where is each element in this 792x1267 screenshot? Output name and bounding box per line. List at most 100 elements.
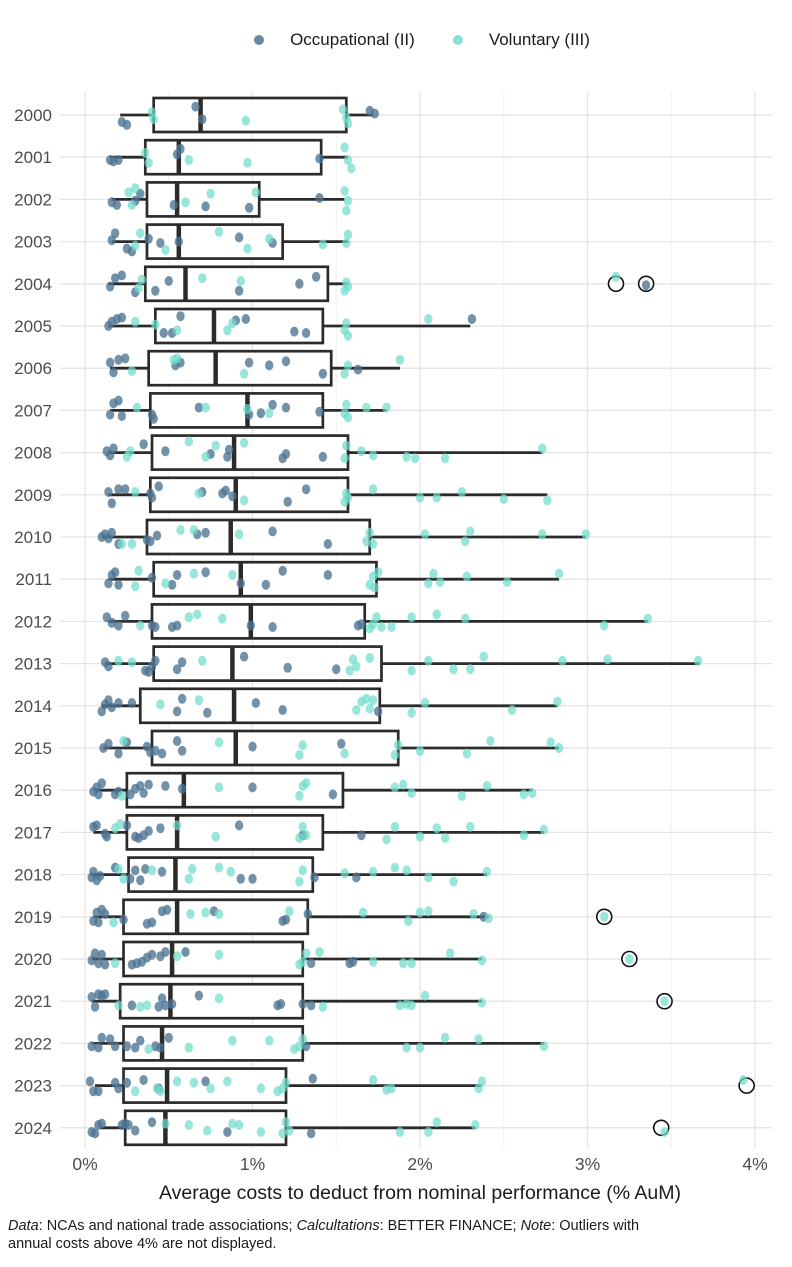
voluntary-point	[424, 872, 433, 883]
occupational-point	[136, 875, 145, 886]
voluntary-point	[211, 831, 220, 842]
voluntary-point	[343, 281, 353, 292]
voluntary-point	[136, 1001, 145, 1012]
voluntary-point	[117, 790, 127, 801]
occupational-point	[121, 610, 130, 621]
occupational-point	[105, 357, 115, 368]
voluntary-point	[119, 873, 128, 884]
voluntary-point	[109, 917, 118, 928]
voluntary-point	[420, 698, 430, 708]
occupational-point	[114, 1083, 123, 1094]
voluntary-point	[161, 1118, 170, 1129]
occupational-point	[352, 872, 361, 883]
occupational-point	[236, 873, 245, 884]
voluntary-point	[119, 736, 128, 746]
voluntary-point	[201, 451, 210, 462]
voluntary-point	[399, 779, 408, 790]
voluntary-point	[407, 707, 416, 718]
voluntary-point	[365, 703, 374, 714]
voluntary-point	[172, 820, 182, 831]
voluntary-point	[382, 834, 391, 845]
voluntary-point	[357, 446, 366, 457]
voluntary-point	[466, 821, 475, 832]
occupational-point	[276, 999, 286, 1009]
voluntary-point	[415, 907, 425, 918]
occupational-point	[323, 570, 333, 580]
occupational-point	[146, 536, 155, 547]
occupational-point	[87, 992, 96, 1002]
voluntary-point	[462, 748, 472, 759]
occupational-point	[161, 781, 170, 791]
occupational-point	[161, 947, 170, 957]
voluntary-point	[172, 1076, 182, 1087]
occupational-point	[246, 620, 256, 631]
voluntary-point	[131, 316, 140, 327]
iqr-box	[118, 982, 305, 1020]
occupational-point	[248, 782, 257, 793]
voluntary-point	[131, 183, 140, 194]
voluntary-point	[161, 245, 170, 255]
voluntary-point	[295, 833, 304, 843]
y-tick-label: 2009	[14, 486, 52, 505]
occupational-point	[90, 1128, 100, 1139]
voluntary-point	[241, 115, 250, 126]
voluntary-point	[214, 993, 224, 1004]
voluntary-point	[234, 1120, 244, 1130]
voluntary-point	[144, 1044, 153, 1054]
voluntary-point	[449, 664, 458, 675]
voluntary-point	[643, 613, 652, 624]
caption-data-label: Data	[8, 1218, 39, 1234]
occupational-point	[234, 232, 244, 243]
voluntary-point	[395, 1127, 405, 1137]
voluntary-point	[368, 1075, 378, 1085]
voluntary-point	[342, 238, 351, 248]
voluntary-point	[340, 748, 349, 759]
occupational-point	[121, 484, 130, 495]
voluntary-point	[223, 325, 232, 336]
occupational-point	[105, 281, 115, 292]
voluntary-point	[301, 830, 311, 841]
boxplot-2021	[91, 982, 673, 1020]
y-tick-label: 2003	[14, 233, 52, 252]
voluntary-point	[486, 736, 495, 746]
voluntary-point	[479, 651, 488, 662]
occupational-point	[102, 831, 111, 842]
occupational-point	[97, 1032, 106, 1043]
voluntary-point	[469, 909, 478, 919]
voluntary-point	[228, 570, 237, 580]
voluntary-point	[546, 737, 555, 748]
voluntary-point	[377, 622, 386, 632]
occupational-point	[107, 702, 117, 713]
caption-calculations-text: : BETTER FINANCE;	[379, 1218, 521, 1234]
voluntary-point	[315, 947, 324, 957]
occupational-point	[147, 949, 157, 960]
occupational-point	[151, 622, 160, 632]
occupational-point	[201, 567, 210, 578]
occupational-point	[301, 484, 311, 495]
occupational-point	[283, 496, 292, 507]
voluntary-point	[141, 148, 150, 158]
occupational-point	[122, 1041, 132, 1052]
voluntary-point	[172, 325, 182, 336]
occupational-point	[100, 959, 110, 970]
voluntary-point	[114, 864, 123, 874]
occupational-point	[332, 664, 341, 675]
voluntary-point	[477, 997, 487, 1008]
voluntary-point	[502, 577, 512, 587]
voluntary-point	[295, 750, 304, 760]
occupational-point	[131, 1042, 140, 1053]
voluntary-point	[457, 487, 467, 497]
occupational-point	[157, 748, 167, 759]
voluntary-point	[251, 187, 261, 198]
voluntary-point	[519, 830, 529, 841]
voluntary-point	[499, 494, 508, 504]
occupational-point	[122, 1077, 132, 1088]
occupational-point	[161, 446, 170, 457]
voluntary-point	[399, 958, 408, 969]
voluntary-point	[424, 655, 433, 666]
voluntary-point	[115, 819, 125, 829]
occupational-point	[144, 826, 153, 836]
jitter-points	[85, 101, 748, 1139]
voluntary-point	[161, 578, 170, 589]
voluntary-point	[214, 226, 224, 237]
